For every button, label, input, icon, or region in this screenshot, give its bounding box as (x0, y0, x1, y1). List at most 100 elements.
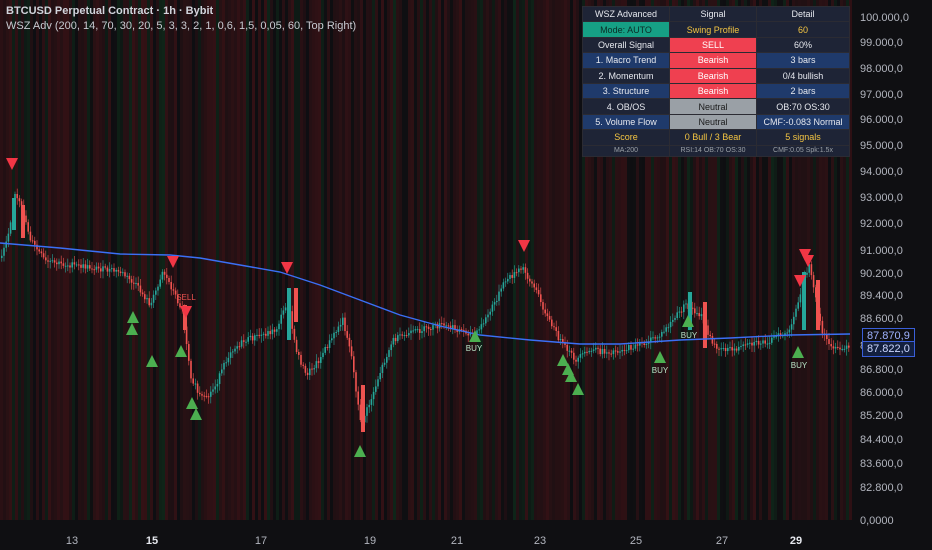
regime-band (699, 0, 702, 520)
candle-body (826, 334, 828, 340)
candle-body (724, 347, 727, 352)
candle-body (245, 341, 247, 343)
candle-body (177, 294, 179, 304)
regime-band (624, 0, 627, 520)
sell-label: SELL (176, 293, 196, 302)
regime-band (99, 0, 102, 520)
candle-body (597, 347, 599, 349)
candle-body (674, 317, 676, 320)
candle-body (628, 345, 630, 351)
regime-band (366, 0, 369, 520)
candle-body (357, 391, 359, 405)
candle-body (478, 329, 480, 331)
regime-band (618, 0, 621, 520)
candle-body (227, 357, 230, 363)
candle-body (86, 265, 89, 269)
candle-body (700, 314, 703, 317)
candle-body (601, 348, 604, 355)
candle-body (183, 305, 187, 330)
regime-band (375, 0, 378, 520)
candle-body (97, 266, 100, 269)
candle-body (676, 312, 678, 318)
regime-band (132, 0, 135, 520)
indicator-legend[interactable]: WSZ Adv (200, 14, 70, 30, 20, 5, 3, 3, 2… (6, 20, 357, 32)
candle-body (78, 264, 80, 266)
regime-band (201, 0, 204, 520)
candle-body (128, 275, 131, 280)
regime-band (294, 0, 297, 520)
candle-body (75, 264, 78, 266)
candle-body (520, 268, 522, 270)
regime-band (24, 0, 27, 520)
regime-band (114, 0, 117, 520)
regime-band (690, 0, 693, 520)
regime-band (585, 0, 588, 520)
candle-body (335, 331, 337, 333)
candle-body (564, 342, 566, 345)
candle-body (661, 331, 663, 337)
candle-body (401, 334, 403, 336)
candle-body (205, 395, 208, 397)
regime-band (729, 0, 732, 520)
chart-symbol-title[interactable]: BTCUSD Perpetual Contract · 1h · Bybit (6, 5, 214, 17)
regime-band (576, 0, 579, 520)
candle-body (432, 325, 434, 330)
buy-arrow-icon (682, 315, 694, 327)
candle-body (716, 343, 718, 349)
candle-body (375, 386, 377, 392)
regime-band (147, 0, 150, 520)
regime-band (591, 0, 594, 520)
candle-body (845, 345, 848, 349)
regime-band (336, 0, 339, 520)
regime-band (63, 0, 66, 520)
candle-body (7, 233, 10, 242)
candle-body (678, 311, 681, 313)
regime-band (384, 0, 387, 520)
candle-body (53, 260, 56, 263)
regime-band (390, 0, 393, 520)
candle-body (397, 335, 399, 342)
candle-body (654, 337, 656, 339)
candle-body (262, 333, 265, 335)
regime-band (627, 0, 630, 520)
regime-band (675, 0, 678, 520)
regime-band (39, 0, 42, 520)
wsz-cell: 3 bars (756, 52, 850, 69)
regime-band (696, 0, 699, 520)
price-tick: 84.400,0 (860, 434, 903, 446)
last-price-badge: 87.822,0 (862, 341, 915, 357)
candle-body (669, 321, 672, 328)
regime-band (573, 0, 576, 520)
price-tick: 100.000,0 (860, 12, 909, 24)
candle-body (25, 215, 27, 223)
regime-band (555, 0, 558, 520)
candle-body (482, 323, 485, 325)
regime-band (648, 0, 651, 520)
candle-body (621, 349, 623, 352)
regime-band (456, 0, 459, 520)
regime-band (78, 0, 81, 520)
candle-body (557, 330, 560, 341)
buy-arrow-icon (175, 345, 187, 357)
candle-body (298, 351, 300, 355)
regime-band (453, 0, 456, 520)
candle-body (707, 325, 709, 335)
regime-band (387, 0, 390, 520)
candle-body (337, 326, 340, 332)
candle-body (304, 365, 307, 373)
regime-band (216, 0, 219, 520)
candle-body (93, 269, 95, 271)
regime-band (372, 0, 375, 520)
candle-body (269, 331, 271, 335)
price-tick: 91.000,0 (860, 245, 903, 257)
candle-body (216, 383, 219, 387)
regime-band (651, 0, 654, 520)
candle-body (688, 292, 692, 330)
candle-body (410, 330, 412, 334)
wsz-row: 1. Macro Trend Bearish 3 bars (582, 52, 850, 69)
regime-band (849, 0, 852, 520)
candle-body (243, 340, 245, 342)
candle-body (757, 340, 760, 345)
regime-band (195, 0, 198, 520)
